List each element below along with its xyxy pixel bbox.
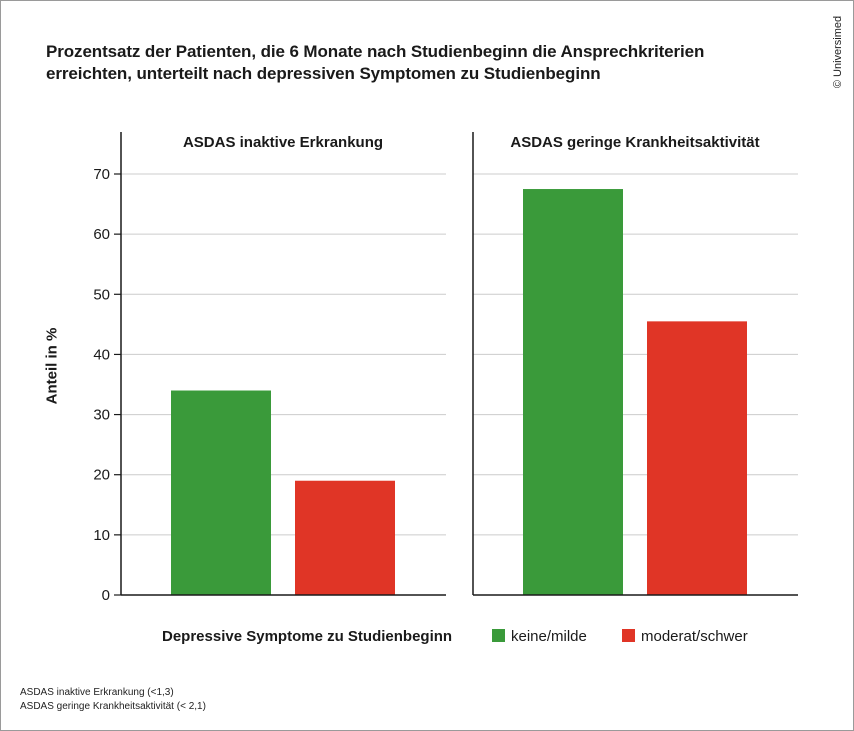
bar-moderat-schwer <box>647 321 747 595</box>
y-tick-label: 10 <box>93 527 110 544</box>
y-tick-label: 0 <box>102 587 110 604</box>
legend-swatch-green <box>492 629 505 642</box>
footnotes: ASDAS inaktive Erkrankung (<1,3) ASDAS g… <box>20 686 206 714</box>
legend-item-keine-milde: keine/milde <box>492 628 587 645</box>
footnote: ASDAS geringe Krankheitsaktivität (< 2,1… <box>20 701 206 712</box>
y-tick-label: 70 <box>93 166 110 183</box>
footnote: ASDAS inaktive Erkrankung (<1,3) <box>20 687 174 698</box>
bar-moderat-schwer <box>295 480 395 595</box>
panel-title: ASDAS geringe Krankheitsaktivität <box>510 134 759 151</box>
y-tick-label: 60 <box>93 226 110 243</box>
legend-swatch-red <box>622 629 635 642</box>
panel-title: ASDAS inaktive Erkrankung <box>183 134 383 151</box>
legend-title: Depressive Symptome zu Studienbeginn <box>162 628 453 645</box>
chart-title: Prozentsatz der Patienten, die 6 Monate … <box>46 42 705 83</box>
bar-keine-milde <box>523 189 623 596</box>
y-tick-label: 50 <box>93 286 110 303</box>
y-tick-label: 40 <box>93 346 110 363</box>
legend-label: moderat/schwer <box>641 628 748 645</box>
y-tick-label: 20 <box>93 467 110 484</box>
bar-keine-milde <box>171 390 271 595</box>
legend-item-moderat-schwer: moderat/schwer <box>622 628 748 645</box>
y-tick-label: 30 <box>93 407 110 424</box>
legend-label: keine/milde <box>511 628 587 645</box>
